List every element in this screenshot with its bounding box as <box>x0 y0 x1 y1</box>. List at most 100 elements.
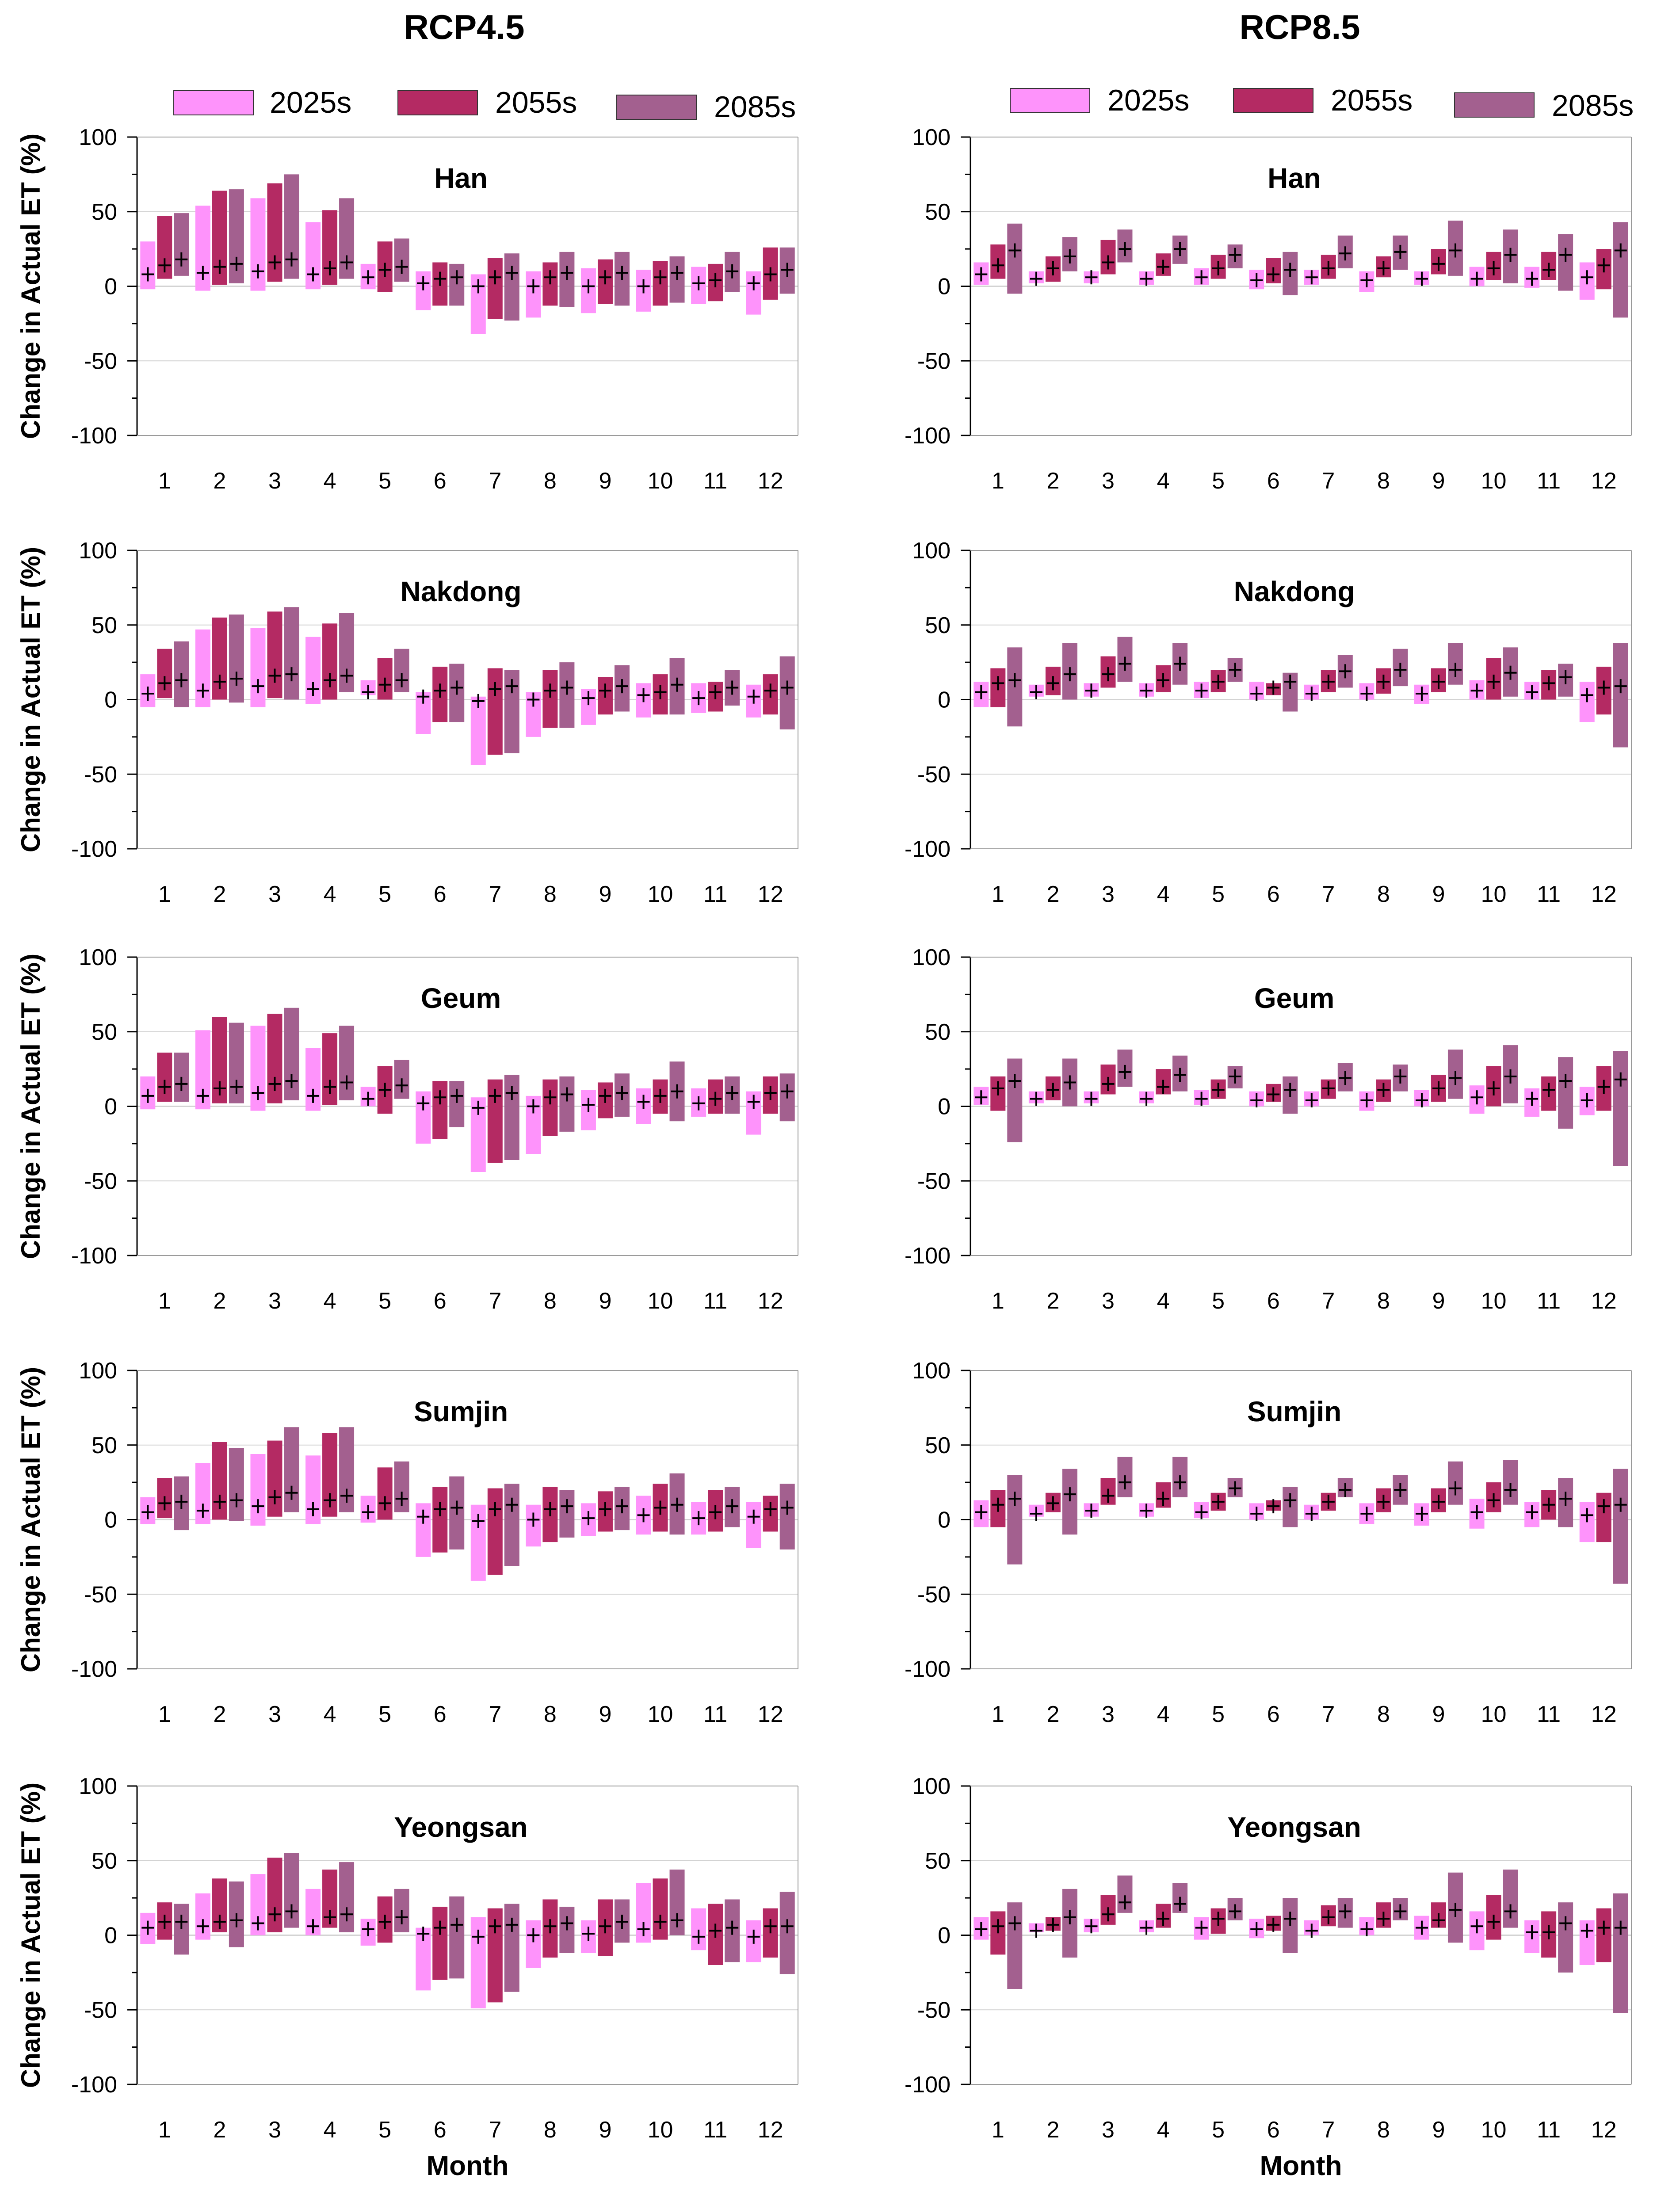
x-tick-label: 8 <box>1377 1702 1390 1727</box>
x-tick-label: 2 <box>1046 882 1059 907</box>
y-tick-label: 50 <box>92 613 117 638</box>
x-tick-label: 5 <box>378 882 391 907</box>
x-tick-label: 10 <box>648 882 673 907</box>
range-bar-2085s-month-12 <box>1613 1469 1628 1584</box>
x-tick-label: 7 <box>489 882 501 907</box>
legend-swatch-2085s <box>1454 92 1535 118</box>
range-bar-2085s-month-2 <box>229 1448 244 1521</box>
x-tick-label: 1 <box>992 468 1004 494</box>
x-tick-label: 6 <box>1267 1702 1280 1727</box>
x-tick-label: 11 <box>703 2117 727 2143</box>
x-tick-label: 5 <box>1212 468 1225 494</box>
range-bar-2055s-month-7 <box>487 668 503 755</box>
x-tick-label: 10 <box>1481 468 1507 494</box>
x-tick-label: 11 <box>1537 882 1561 907</box>
y-axis-label: Change in Actual ET (%) <box>16 134 46 439</box>
x-tick-label: 5 <box>1212 1702 1225 1727</box>
panel-title: Nakdong <box>1234 576 1355 607</box>
x-tick-label: 11 <box>703 1288 727 1314</box>
range-bar-2055s-month-8 <box>542 670 558 728</box>
x-tick-label: 4 <box>324 468 336 494</box>
x-tick-label: 4 <box>324 2117 336 2143</box>
x-tick-label: 9 <box>599 2117 611 2143</box>
x-tick-label: 8 <box>1377 1288 1390 1314</box>
x-tick-label: 5 <box>378 2117 391 2143</box>
x-tick-label: 1 <box>992 1702 1004 1727</box>
legend-rcp85: 2025s 2055s 2085s <box>1010 84 1634 122</box>
y-axis-label: Change in Actual ET (%) <box>16 1367 46 1672</box>
x-tick-label: 11 <box>703 1702 727 1727</box>
x-tick-label: 7 <box>489 468 501 494</box>
y-tick-label: 50 <box>92 199 117 225</box>
x-tick-label: 8 <box>544 1702 557 1727</box>
x-tick-label: 6 <box>434 882 447 907</box>
x-tick-label: 10 <box>648 2117 673 2143</box>
x-tick-label: 4 <box>1157 1702 1170 1727</box>
y-tick-label: -100 <box>71 423 117 449</box>
panel-title: Geum <box>1254 982 1334 1014</box>
panel-title: Nakdong <box>401 576 522 607</box>
x-tick-label: 9 <box>1432 2117 1445 2143</box>
x-tick-label: 8 <box>544 468 557 494</box>
x-tick-label: 10 <box>648 468 673 494</box>
x-tick-label: 1 <box>158 2117 171 2143</box>
y-tick-label: 0 <box>938 1923 951 1949</box>
x-tick-label: 2 <box>1046 1702 1059 1727</box>
range-bar-2085s-month-6 <box>449 1896 465 1979</box>
y-tick-label: 0 <box>938 687 951 713</box>
x-tick-label: 9 <box>1432 882 1445 907</box>
x-tick-label: 7 <box>489 1288 501 1314</box>
x-tick-label: 2 <box>213 468 226 494</box>
x-tick-label: 12 <box>758 1702 783 1727</box>
x-tick-label: 7 <box>1322 468 1335 494</box>
range-bar-2055s-month-6 <box>432 1487 448 1553</box>
x-tick-label: 6 <box>434 1288 447 1314</box>
x-tick-label: 6 <box>1267 1288 1280 1314</box>
x-tick-label: 10 <box>1481 2117 1507 2143</box>
x-tick-label: 9 <box>599 1702 611 1727</box>
legend-label-2055s: 2055s <box>1331 84 1413 117</box>
x-tick-label: 2 <box>1046 1288 1059 1314</box>
x-tick-label: 3 <box>1102 1288 1115 1314</box>
range-bar-2055s-month-8 <box>542 1079 558 1136</box>
x-tick-label: 3 <box>268 1288 281 1314</box>
panel-title: Han <box>1268 162 1321 194</box>
range-bar-2085s-month-7 <box>504 1484 519 1566</box>
y-tick-label: -50 <box>84 1582 117 1607</box>
x-tick-label: 5 <box>378 1702 391 1727</box>
x-tick-label: 1 <box>158 1702 171 1727</box>
y-tick-label: 50 <box>92 1019 117 1045</box>
y-tick-label: 50 <box>925 1433 951 1458</box>
legend-swatch-2025s <box>1010 88 1090 113</box>
range-bar-2055s-month-10 <box>653 1878 668 1940</box>
y-tick-label: -50 <box>917 348 951 374</box>
y-tick-label: 50 <box>925 199 951 225</box>
x-tick-label: 9 <box>1432 1288 1445 1314</box>
y-tick-label: 100 <box>912 945 951 970</box>
legend-swatch-2055s <box>1233 88 1313 113</box>
column-title-rcp85: RCP8.5 <box>1239 8 1360 46</box>
y-tick-label: 100 <box>79 945 117 970</box>
x-tick-label: 3 <box>1102 2117 1115 2143</box>
x-tick-label: 10 <box>648 1702 673 1727</box>
range-bar-2085s-month-4 <box>339 1862 355 1932</box>
y-tick-label: -100 <box>71 2072 117 2098</box>
x-tick-label: 4 <box>1157 882 1170 907</box>
x-axis-label: Month <box>1260 2151 1342 2181</box>
range-bar-2085s-month-1 <box>1007 1902 1023 1989</box>
x-tick-label: 8 <box>544 2117 557 2143</box>
range-bar-2085s-month-1 <box>1007 223 1023 294</box>
range-bar-2055s-month-6 <box>432 1907 448 1980</box>
x-tick-label: 10 <box>648 1288 673 1314</box>
x-tick-label: 11 <box>1537 1702 1561 1727</box>
range-bar-2025s-month-11 <box>691 1908 706 1950</box>
range-bar-2055s-month-4 <box>322 623 338 700</box>
